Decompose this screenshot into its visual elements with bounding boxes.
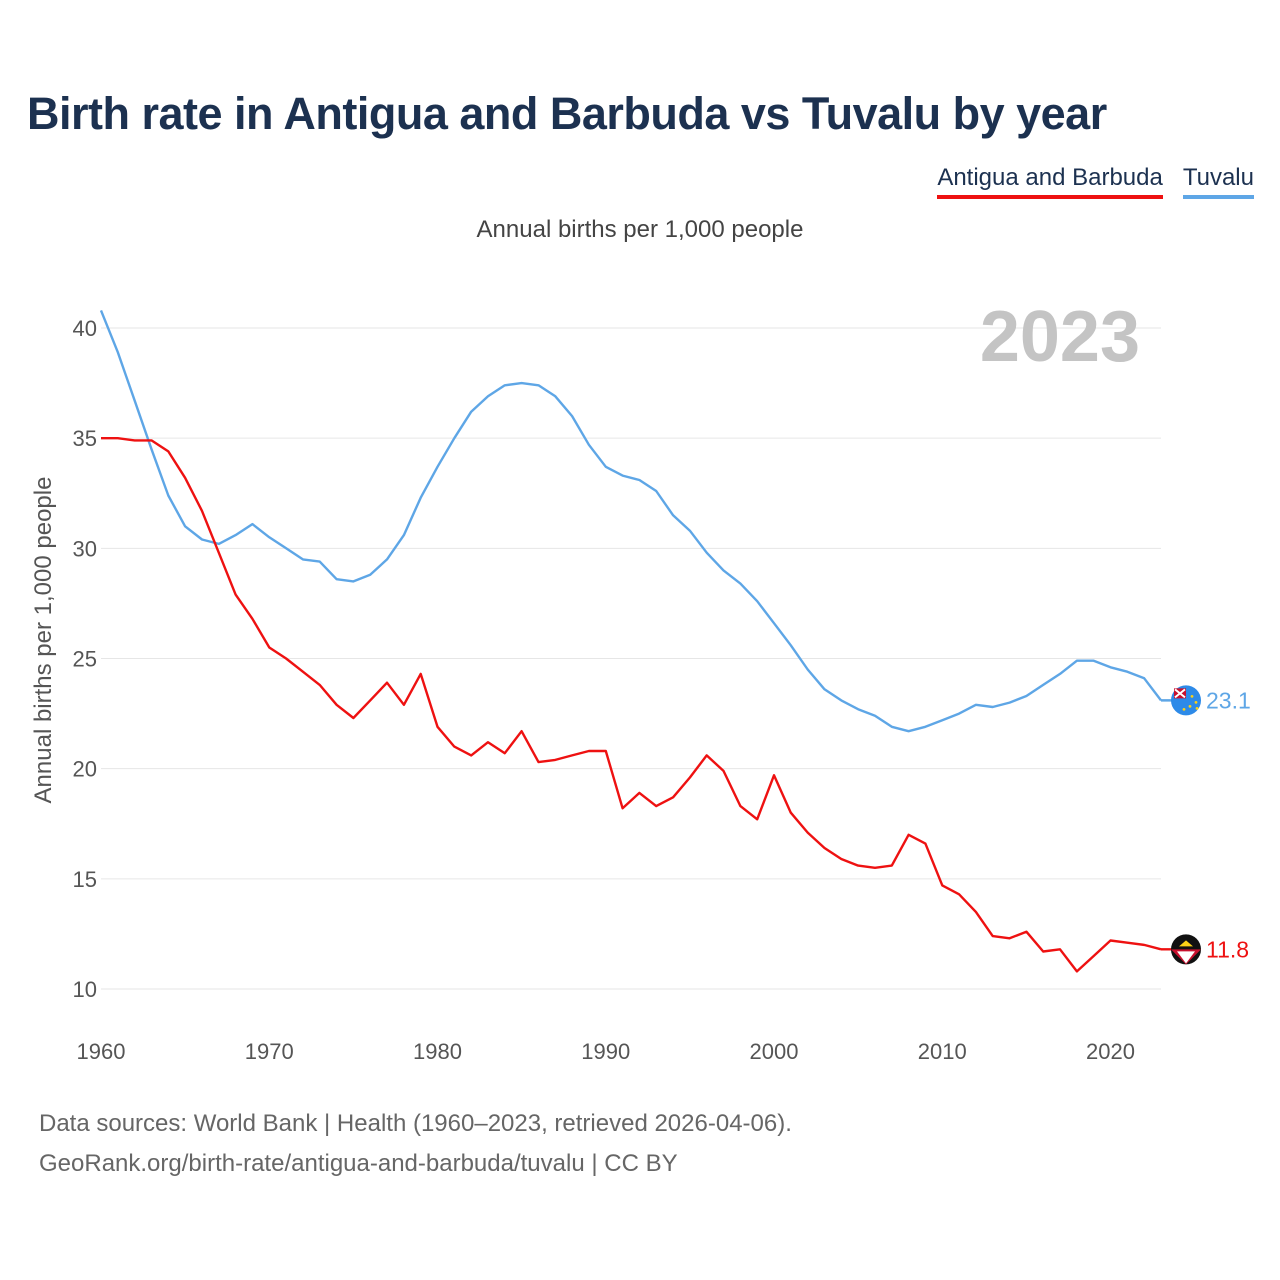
y-tick-label-40: 40: [73, 316, 97, 341]
line-chart: 2023 Annual births per 1,000 people 10 15…: [30, 297, 1251, 1064]
end-value-label-antigua: 11.8: [1206, 936, 1249, 962]
y-tick-label-35: 35: [73, 426, 97, 451]
x-tick-label-2020: 2020: [1086, 1039, 1135, 1064]
x-tick-label-1980: 1980: [413, 1039, 462, 1064]
y-tick-label-25: 25: [73, 647, 97, 672]
y-tick-label-15: 15: [73, 867, 97, 892]
legend: Antigua and Barbuda Tuvalu: [937, 164, 1254, 199]
y-axis-label: Annual births per 1,000 people: [30, 477, 57, 804]
legend-item-antigua[interactable]: Antigua and Barbuda: [937, 164, 1163, 199]
year-watermark: 2023: [980, 297, 1140, 377]
x-tick-label-2000: 2000: [750, 1039, 799, 1064]
data-source-text: Data sources: World Bank | Health (1960–…: [39, 1110, 792, 1137]
x-tick-label-1960: 1960: [77, 1039, 126, 1064]
y-tick-label-10: 10: [73, 977, 97, 1002]
y-tick-label-30: 30: [73, 536, 97, 561]
series-line-antigua[interactable]: [101, 437, 1162, 973]
source-link[interactable]: GeoRank.org/birth-rate/antigua-and-barbu…: [39, 1150, 678, 1177]
end-value-label-tuvalu: 23.1: [1206, 687, 1251, 713]
y-tick-label-20: 20: [73, 757, 97, 782]
page-title: Birth rate in Antigua and Barbuda vs Tuv…: [27, 88, 1107, 139]
series-line-tuvalu[interactable]: [99, 309, 1162, 733]
x-tick-label-1970: 1970: [245, 1039, 294, 1064]
flag-marker-tuvalu: [1171, 685, 1201, 716]
legend-item-tuvalu[interactable]: Tuvalu: [1182, 164, 1254, 199]
chart-subtitle: Annual births per 1,000 people: [476, 216, 804, 243]
flag-marker-antigua: [1171, 934, 1201, 965]
footer: Data sources: World Bank | Health (1960–…: [39, 1104, 792, 1184]
x-tick-label-1990: 1990: [581, 1039, 630, 1064]
x-tick-label-2010: 2010: [918, 1039, 967, 1064]
